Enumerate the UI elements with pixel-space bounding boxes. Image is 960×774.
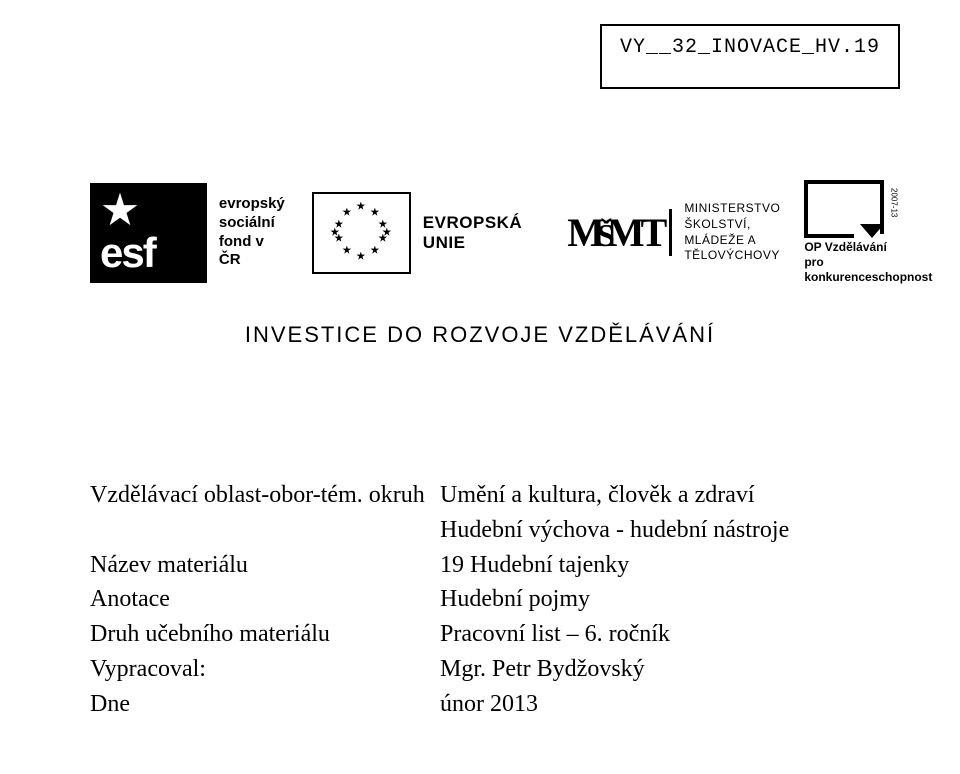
op-line1: OP Vzdělávání — [804, 240, 932, 255]
row-label: Anotace — [90, 582, 440, 617]
op-mark-icon: 2007-13 — [804, 180, 884, 234]
row-label: Vzdělávací oblast-obor-tém. okruh — [90, 478, 440, 513]
table-row: Dne únor 2013 — [90, 687, 900, 722]
op-text: OP Vzdělávání pro konkurenceschopnost — [804, 240, 932, 285]
msmt-line2: MLÁDEŽE A TĚLOVÝCHOVY — [684, 233, 780, 264]
table-row: Vzdělávací oblast-obor-tém. okruh Umění … — [90, 478, 900, 513]
row-value: Hudební výchova - hudební nástroje — [440, 513, 900, 548]
row-value: Mgr. Petr Bydžovský — [440, 652, 900, 687]
eu-logo: EVROPSKÁ UNIE — [312, 192, 543, 274]
esf-line1: evropský — [219, 195, 288, 214]
row-value: únor 2013 — [440, 687, 900, 722]
table-row: Název materiálu 19 Hudební tajenky — [90, 548, 900, 583]
info-table: Vzdělávací oblast-obor-tém. okruh Umění … — [90, 478, 900, 722]
eu-label: EVROPSKÁ UNIE — [423, 213, 544, 253]
esf-line3: fond v ČR — [219, 233, 288, 271]
table-row: Vypracoval: Mgr. Petr Bydžovský — [90, 652, 900, 687]
logos-row: esf evropský sociální fond v ČR — [90, 180, 900, 285]
banner-text: INVESTICE DO ROZVOJE VZDĚLÁVÁNÍ — [0, 322, 960, 348]
op-line2: pro konkurenceschopnost — [804, 255, 932, 285]
star-icon — [102, 193, 138, 229]
esf-mark: esf — [90, 183, 207, 283]
esf-text: evropský sociální fond v ČR — [219, 195, 288, 270]
document-id: VY__32_INOVACE_HV.19 — [620, 36, 880, 59]
row-value: Pracovní list – 6. ročník — [440, 617, 900, 652]
document-id-box: VY__32_INOVACE_HV.19 — [600, 24, 900, 89]
row-value: 19 Hudební tajenky — [440, 548, 900, 583]
table-row: Anotace Hudební pojmy — [90, 582, 900, 617]
row-label — [90, 513, 440, 548]
msmt-abbrev: MŠMT — [567, 209, 672, 256]
table-row: Druh učebního materiálu Pracovní list – … — [90, 617, 900, 652]
row-value: Umění a kultura, člověk a zdraví — [440, 478, 900, 513]
row-label: Dne — [90, 687, 440, 722]
row-label: Druh učebního materiálu — [90, 617, 440, 652]
eu-flag-icon — [312, 192, 411, 274]
msmt-logo: MŠMT MINISTERSTVO ŠKOLSTVÍ, MLÁDEŽE A TĚ… — [567, 201, 780, 263]
op-period: 2007-13 — [889, 188, 898, 217]
row-label: Vypracoval: — [90, 652, 440, 687]
row-label: Název materiálu — [90, 548, 440, 583]
row-value: Hudební pojmy — [440, 582, 900, 617]
esf-abbrev: esf — [100, 229, 155, 277]
table-row: Hudební výchova - hudební nástroje — [90, 513, 900, 548]
msmt-text: MINISTERSTVO ŠKOLSTVÍ, MLÁDEŽE A TĚLOVÝC… — [684, 201, 780, 263]
esf-logo: esf evropský sociální fond v ČR — [90, 183, 288, 283]
op-logo: 2007-13 OP Vzdělávání pro konkurencescho… — [804, 180, 932, 285]
eu-stars-ring — [334, 206, 388, 260]
msmt-line1: MINISTERSTVO ŠKOLSTVÍ, — [684, 201, 780, 232]
esf-line2: sociální — [219, 214, 288, 233]
